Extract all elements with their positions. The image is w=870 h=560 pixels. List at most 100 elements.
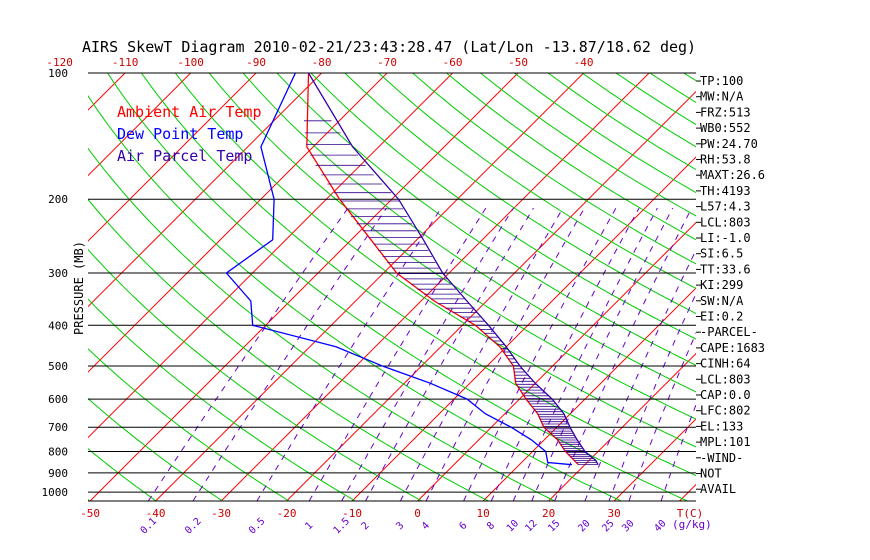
index-item: FRZ:513 (700, 105, 751, 119)
mixing-ratio-line (628, 331, 696, 501)
mixing-ratio-line (554, 207, 693, 501)
index-item: -WIND- (700, 451, 743, 465)
index-item: WB0:552 (700, 121, 751, 135)
dry-adiabat-line (276, 73, 696, 366)
series-line (225, 73, 572, 466)
mixing-ratio-line (425, 207, 585, 501)
mixing-ratio-line (192, 207, 387, 501)
mixing-ratio-line (308, 207, 487, 501)
bottom-temp-tick-label: 20 (542, 507, 555, 520)
mixing-ratio-label: 20 (576, 518, 592, 534)
mixing-ratio-line (512, 207, 658, 501)
index-item: CAP:0.0 (700, 388, 751, 402)
isotherm-line (88, 73, 126, 111)
dry-adiabat-line (0, 73, 23, 501)
bottom-temp-tick-label: 0 (414, 507, 421, 520)
index-item: RH:53.8 (700, 153, 751, 167)
series-line (306, 73, 579, 466)
dry-adiabat-line (88, 397, 223, 501)
mixing-ratio-line (660, 403, 696, 501)
mixing-ratio-label: 2 (360, 520, 372, 532)
sounding-lines (225, 73, 599, 466)
mixing-ratio-label: 8 (485, 520, 497, 532)
index-item: TH:4193 (700, 184, 751, 198)
legend-item: Ambient Air Temp (117, 103, 262, 121)
isotherm-line (548, 352, 696, 501)
pressure-tick-label: 500 (48, 360, 68, 373)
dry-adiabat-line (208, 73, 696, 420)
cape-hatch (304, 120, 598, 465)
isotherm-line (88, 73, 257, 242)
top-temp-tick-label: -100 (177, 56, 204, 69)
mixing-ratio-label: 25 (600, 518, 616, 534)
mixing-ratio-line (531, 207, 674, 501)
pressure-tick-label: 800 (48, 446, 68, 459)
mixing-ratio-unit: (g/kg) (672, 518, 712, 531)
pressure-tick-label: 600 (48, 393, 68, 406)
dry-adiabat-line (174, 73, 696, 448)
bottom-temp-tick-label: -30 (211, 507, 231, 520)
pressure-tick-label: 400 (48, 319, 68, 332)
top-temp-tick-label: -40 (574, 56, 594, 69)
dry-adiabat-line (752, 73, 870, 501)
isotherm-line (286, 90, 696, 501)
dry-adiabat-line (140, 73, 696, 477)
index-item: L57:4.3 (700, 200, 751, 214)
index-item: MW:N/A (700, 90, 744, 104)
pressure-tick-label: 700 (48, 421, 68, 434)
mixing-ratio-label: 0.5 (247, 516, 268, 537)
top-temp-tick-label: -90 (246, 56, 266, 69)
isotherm-line (482, 287, 696, 501)
isotherm-line (811, 73, 870, 501)
bottom-temp-tick-label: 30 (607, 507, 620, 520)
index-item: CINH:64 (700, 357, 751, 371)
top-temp-tick-label: -50 (508, 56, 528, 69)
bottom-temp-tick-label: -50 (80, 507, 100, 520)
dry-adiabat-line (88, 298, 356, 501)
index-item: AVAIL (700, 482, 736, 496)
top-temp-tick-label: -80 (312, 56, 332, 69)
isotherm-line (745, 73, 870, 501)
index-item: SI:6.5 (700, 247, 743, 261)
mixing-ratio-line (147, 207, 349, 501)
top-temp-tick-label: -60 (443, 56, 463, 69)
mixing-ratio-label: 6 (458, 520, 470, 532)
index-item: TP:100 (700, 74, 743, 88)
y-axis-label: PRESSURE (MB) (72, 241, 86, 335)
dry-adiabat-line (107, 73, 688, 501)
bottom-temp-unit: T(C) (677, 507, 704, 520)
bottom-temp-tick-label: -20 (277, 507, 297, 520)
pressure-tick-label: 300 (48, 267, 68, 280)
index-item: MPL:101 (700, 435, 751, 449)
isotherm-line (417, 221, 696, 501)
dry-adiabat-line (88, 147, 555, 501)
top-temp-tick-label: -120 (46, 56, 73, 69)
index-item: LCL:803 (700, 215, 751, 229)
isotherm-line (613, 418, 696, 501)
index-item: LFC:802 (700, 404, 751, 418)
mixing-ratio-label: 4 (420, 520, 432, 532)
mixing-ratio-line (490, 207, 640, 501)
bottom-temp-tick-label: -40 (146, 507, 166, 520)
index-item: SW:N/A (700, 294, 744, 308)
dry-adiabat-line (88, 248, 423, 501)
mixing-ratio-label: 12 (523, 518, 539, 534)
index-item: EL:133 (700, 419, 743, 433)
isotherm-line (351, 156, 696, 501)
isotherm-line (220, 73, 650, 501)
isotherm-line (0, 73, 60, 501)
chart-title: AIRS SkewT Diagram 2010-02-21/23:43:28.4… (82, 38, 696, 56)
top-temp-tick-label: -70 (377, 56, 397, 69)
dry-adiabat-line (88, 198, 489, 501)
mixing-ratio-line (399, 207, 564, 501)
dry-adiabat-line (242, 73, 696, 393)
index-item: CAPE:1683 (700, 341, 765, 355)
legend-item: Air Parcel Temp (117, 147, 252, 165)
isotherm-line (155, 73, 584, 501)
series-line (307, 73, 599, 466)
mixing-ratio-line (341, 207, 514, 501)
index-item: PW:24.70 (700, 137, 758, 151)
top-temp-tick-label: -110 (112, 56, 139, 69)
